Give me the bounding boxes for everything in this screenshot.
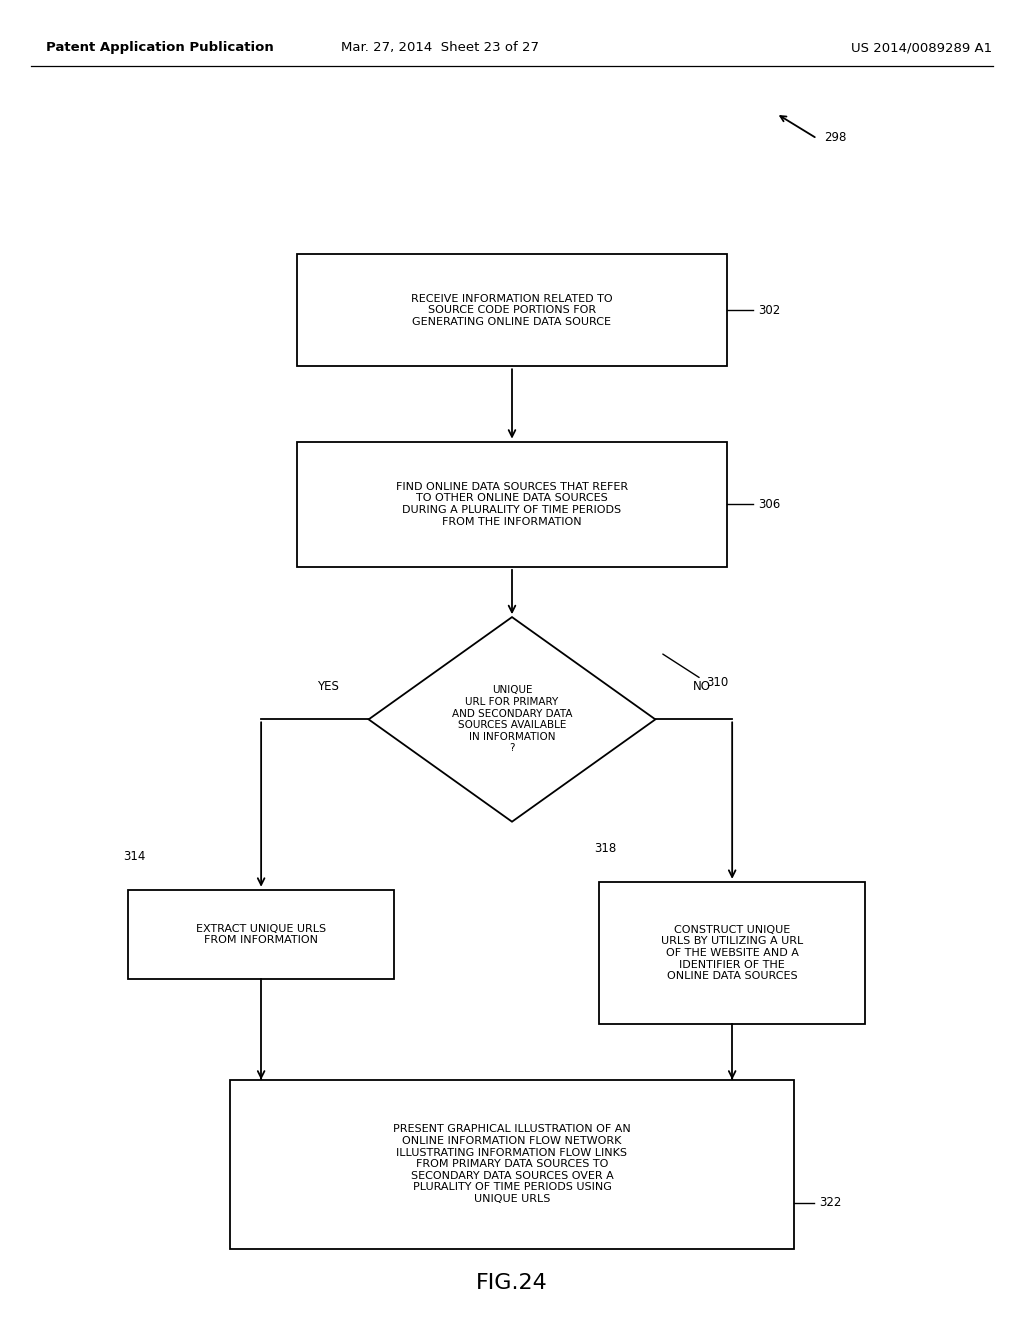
Text: 298: 298: [824, 131, 847, 144]
Text: 322: 322: [819, 1196, 842, 1209]
Text: PRESENT GRAPHICAL ILLUSTRATION OF AN
ONLINE INFORMATION FLOW NETWORK
ILLUSTRATIN: PRESENT GRAPHICAL ILLUSTRATION OF AN ONL…: [393, 1125, 631, 1204]
Text: 302: 302: [758, 304, 780, 317]
FancyBboxPatch shape: [297, 441, 727, 568]
Text: 306: 306: [758, 498, 780, 511]
Text: 310: 310: [707, 676, 729, 689]
FancyBboxPatch shape: [230, 1080, 794, 1249]
Text: 314: 314: [123, 850, 145, 863]
Text: EXTRACT UNIQUE URLS
FROM INFORMATION: EXTRACT UNIQUE URLS FROM INFORMATION: [196, 924, 327, 945]
Text: CONSTRUCT UNIQUE
URLS BY UTILIZING A URL
OF THE WEBSITE AND A
IDENTIFIER OF THE
: CONSTRUCT UNIQUE URLS BY UTILIZING A URL…: [662, 925, 803, 981]
Text: 318: 318: [594, 842, 616, 855]
Text: UNIQUE
URL FOR PRIMARY
AND SECONDARY DATA
SOURCES AVAILABLE
IN INFORMATION
?: UNIQUE URL FOR PRIMARY AND SECONDARY DAT…: [452, 685, 572, 754]
Text: FIG.24: FIG.24: [476, 1272, 548, 1294]
Text: Patent Application Publication: Patent Application Publication: [46, 41, 273, 54]
FancyBboxPatch shape: [599, 882, 865, 1024]
Text: FIND ONLINE DATA SOURCES THAT REFER
TO OTHER ONLINE DATA SOURCES
DURING A PLURAL: FIND ONLINE DATA SOURCES THAT REFER TO O…: [396, 482, 628, 527]
Text: RECEIVE INFORMATION RELATED TO
SOURCE CODE PORTIONS FOR
GENERATING ONLINE DATA S: RECEIVE INFORMATION RELATED TO SOURCE CO…: [412, 293, 612, 327]
Text: US 2014/0089289 A1: US 2014/0089289 A1: [851, 41, 992, 54]
Text: NO: NO: [692, 680, 711, 693]
FancyBboxPatch shape: [128, 890, 394, 979]
Text: Mar. 27, 2014  Sheet 23 of 27: Mar. 27, 2014 Sheet 23 of 27: [341, 41, 540, 54]
Text: YES: YES: [316, 680, 339, 693]
FancyBboxPatch shape: [297, 253, 727, 366]
Polygon shape: [369, 618, 655, 821]
